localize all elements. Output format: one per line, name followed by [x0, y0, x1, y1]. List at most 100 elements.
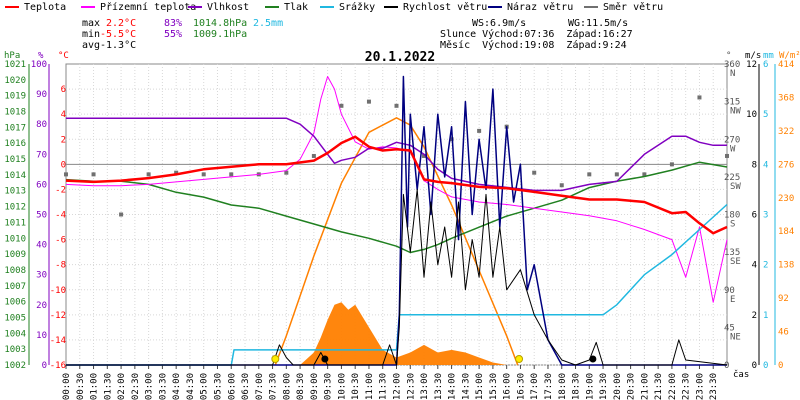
time-tick-label: 14:00 — [448, 373, 458, 400]
sunset-marker — [515, 355, 524, 363]
direction-point — [449, 137, 454, 142]
unit-mm: mm — [763, 51, 774, 61]
wind-tick-label: 6 — [752, 211, 757, 221]
direction-point — [477, 128, 482, 133]
temp-tick-label: 2 — [61, 135, 66, 145]
stat-min-hum: 55% — [164, 29, 182, 40]
time-tick-label: 20:00 — [613, 373, 623, 400]
radiation-tick-label: 184 — [778, 227, 794, 237]
legend: Teplota Přízemní teplota Vlhkost Tlak Sr… — [5, 1, 663, 13]
compass-label: E — [730, 295, 735, 305]
time-tick-label: 00:30 — [76, 373, 86, 400]
moonrise-marker — [589, 355, 597, 363]
time-tick-label: 20:30 — [627, 373, 637, 400]
time-tick-label: 15:00 — [475, 373, 485, 400]
pressure-tick-label: 1021 — [4, 60, 26, 70]
wind-tick-label: 4 — [752, 261, 757, 271]
direction-point — [614, 172, 619, 177]
legend-item-rychlost-vetru: Rychlost větru — [384, 1, 487, 13]
legend-label: Tlak — [284, 2, 308, 13]
pressure-tick-label: 1007 — [4, 282, 26, 292]
time-tick-label: 02:00 — [117, 373, 127, 400]
rain-tick-label: 6 — [763, 60, 768, 70]
wind-tick-label: 12 — [746, 60, 757, 70]
legend-item-naraz-vetru: Náraz větru — [488, 1, 573, 13]
legend-item-srazky: Srážky — [320, 1, 375, 13]
radiation-tick-label: 368 — [778, 93, 794, 103]
unit-cas: čas — [733, 369, 749, 380]
chart-title: 20.1.2022 — [365, 50, 435, 65]
time-tick-label: 17:30 — [544, 373, 554, 400]
temp-tick-label: -14 — [50, 336, 66, 346]
pressure-tick-label: 1010 — [4, 234, 26, 244]
legend-label: Teplota — [24, 2, 66, 13]
stat-min-label: min — [82, 29, 100, 40]
stat-sun: Slunce Východ:07:36 Západ:16:27 — [440, 28, 633, 40]
temp-tick-label: -12 — [50, 311, 66, 321]
legend-label: Přízemní teplota — [100, 1, 196, 13]
humidity-tick-label: 20 — [36, 301, 47, 311]
legend-item-prizemni-teplota: Přízemní teplota — [81, 1, 196, 13]
direction-point — [64, 172, 68, 177]
direction-tick-label: 315 — [724, 98, 740, 108]
direction-tick-label: 0 — [724, 361, 729, 371]
time-tick-label: 16:00 — [503, 373, 513, 400]
compass-label: S — [730, 220, 735, 230]
temp-tick-label: 0 — [61, 160, 66, 170]
time-tick-label: 03:00 — [145, 373, 155, 400]
time-tick-label: 09:30 — [324, 373, 334, 400]
direction-point — [91, 172, 96, 177]
unit-ms: m/s — [745, 51, 761, 61]
time-tick-label: 11:00 — [365, 373, 375, 400]
time-tick-label: 04:30 — [186, 373, 196, 400]
time-tick-label: 13:00 — [420, 373, 430, 400]
humidity-tick-label: 70 — [36, 150, 47, 160]
humidity-tick-label: 90 — [36, 90, 47, 100]
uv-area — [300, 302, 507, 365]
temp-tick-label: -6 — [55, 236, 66, 246]
time-tick-label: 06:00 — [227, 373, 237, 400]
time-tick-label: 12:00 — [393, 373, 403, 400]
stats-block: max 2.2°C 83% 1014.8hPa 2.5mm min -5.5°C… — [82, 18, 633, 51]
wind-tick-label: 10 — [746, 110, 757, 120]
legend-item-tlak: Tlak — [265, 2, 308, 13]
time-tick-label: 01:30 — [103, 373, 113, 400]
moonset-marker — [321, 355, 329, 363]
time-tick-label: 19:00 — [585, 373, 595, 400]
radiation-tick-label: 276 — [778, 160, 794, 170]
time-tick-label: 09:00 — [310, 373, 320, 400]
pressure-tick-label: 1019 — [4, 92, 26, 102]
temp-tick-label: -2 — [55, 185, 66, 195]
legend-label: Náraz větru — [507, 1, 573, 13]
rain-tick-label: 3 — [763, 211, 768, 221]
humidity-tick-label: 10 — [36, 331, 47, 341]
unit-hpa: hPa — [4, 51, 20, 61]
pressure-tick-label: 1020 — [4, 76, 26, 86]
direction-point — [697, 95, 702, 100]
temp-tick-label: -16 — [50, 361, 66, 371]
direction-point — [311, 153, 316, 158]
pressure-tick-label: 1003 — [4, 345, 26, 355]
direction-point — [587, 172, 592, 177]
direction-point — [366, 99, 371, 104]
compass-label: W — [730, 144, 736, 154]
time-tick-label: 19:30 — [599, 373, 609, 400]
stat-ws: WS:6.9m/s — [472, 18, 526, 29]
direction-point — [559, 183, 564, 188]
time-tick-label: 06:30 — [241, 373, 251, 400]
radiation-line — [274, 116, 519, 366]
time-tick-label: 23:00 — [695, 373, 705, 400]
stat-max-temp: 2.2°C — [106, 18, 136, 29]
direction-point — [669, 162, 674, 167]
radiation-tick-label: 0 — [778, 361, 783, 371]
stat-moon: Měsíc Východ:19:08 Západ:9:24 — [440, 39, 627, 51]
pressure-tick-label: 1014 — [4, 171, 26, 181]
temp-tick-label: -10 — [50, 286, 66, 296]
grid — [66, 64, 727, 366]
compass-label: NE — [730, 332, 741, 342]
time-tick-label: 23:30 — [709, 373, 719, 400]
direction-tick-label: 270 — [724, 135, 740, 145]
time-tick-label: 08:00 — [282, 373, 292, 400]
stat-max-press: 1014.8hPa — [193, 18, 247, 29]
